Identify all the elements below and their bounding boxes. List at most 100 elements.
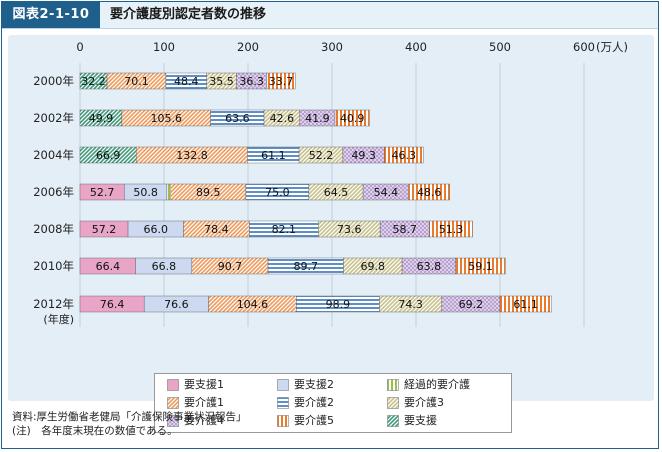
data-label: 61.1 [513, 298, 538, 311]
data-label: 49.3 [351, 149, 376, 162]
legend-label: 要支援2 [294, 378, 334, 391]
data-label: 78.4 [204, 223, 229, 236]
legend-label: 要介護4 [184, 414, 224, 427]
data-label: 69.2 [459, 298, 484, 311]
legend-item: 要介護5 [277, 413, 334, 429]
data-label: 36.3 [239, 75, 264, 88]
legend-swatch [277, 415, 289, 427]
data-label: 54.4 [374, 186, 399, 199]
data-label: 66.0 [144, 223, 169, 236]
data-label: 41.9 [305, 112, 330, 125]
data-label: 105.6 [151, 112, 183, 125]
legend-item: 要支援2 [277, 377, 334, 393]
data-label: 48.4 [174, 75, 199, 88]
legend-swatch [167, 415, 179, 427]
category-label: 2012年 [33, 297, 74, 311]
legend-item: 要介護3 [387, 395, 444, 411]
data-label: 57.2 [92, 223, 117, 236]
data-label: 70.1 [124, 75, 149, 88]
data-label: 52.7 [90, 186, 115, 199]
x-tick-label: 400 [405, 40, 427, 54]
data-label: 63.6 [225, 112, 250, 125]
legend-swatch [277, 379, 289, 391]
data-label: 73.6 [337, 223, 362, 236]
data-label: 89.7 [294, 260, 319, 273]
legend-label: 要介護2 [294, 396, 334, 409]
data-label: 66.4 [96, 260, 121, 273]
legend-swatch [277, 397, 289, 409]
figure-notes: 資料:厚生労働省老健局「介護保険事業状況報告」 (注) 各年度末現在の数値である… [12, 410, 247, 438]
data-label: 66.9 [96, 149, 121, 162]
legend-item: 要介護1 [167, 395, 224, 411]
legend-item: 経過的要介護 [387, 377, 470, 393]
legend-swatch [167, 397, 179, 409]
category-label: 2008年 [33, 222, 74, 236]
x-tick-label: 200 [237, 40, 259, 54]
category-label: 2000年 [33, 74, 74, 88]
legend-label: 要支援 [404, 414, 437, 427]
legend-swatch [387, 415, 399, 427]
bar-segment [408, 183, 450, 201]
legend-item: 要介護2 [277, 395, 334, 411]
data-label: 49.9 [89, 112, 114, 125]
year-axis-suffix: (年度) [43, 312, 74, 326]
legend-label: 要介護1 [184, 396, 224, 409]
data-label: 51.3 [439, 223, 464, 236]
data-label: 89.5 [196, 186, 221, 199]
figure-title: 要介護度別認定者数の推移 [110, 7, 267, 22]
chart-panel: 0 100 200 300 400 500 600 (万人) 2000年 32.2 70.1 48.4… [8, 35, 654, 433]
legend-label: 要介護3 [404, 396, 444, 409]
data-label: 46.3 [392, 149, 417, 162]
bar-segment [384, 146, 424, 164]
x-tick-label: 500 [489, 40, 511, 54]
chart-legend: 要支援1 要支援2 経過的要介護要介護1 要介護2 要介護3 要介護4 要介護5 要支援 [154, 373, 512, 433]
bar-segment [499, 295, 552, 313]
legend-swatch [167, 379, 179, 391]
data-label: 50.8 [133, 186, 158, 199]
figure-label: 図表2-1-10 [2, 2, 100, 28]
bar-segment [455, 257, 506, 275]
bar-segment [429, 220, 473, 238]
data-label: 66.8 [152, 260, 177, 273]
data-label: 59.1 [468, 260, 493, 273]
x-tick-label: 300 [321, 40, 343, 54]
bar-segment [334, 109, 370, 127]
source-note: 資料:厚生労働省老健局「介護保険事業状況報告」 [12, 411, 247, 423]
legend-item: 要介護4 [167, 413, 224, 429]
data-label: 52.2 [309, 149, 334, 162]
bar-segment [166, 183, 171, 201]
data-label: 90.7 [218, 260, 243, 273]
stacked-bar-chart: 0 100 200 300 400 500 600 (万人) 2000年 32.2 70.1 48.4… [33, 40, 628, 327]
data-label: 61.1 [261, 149, 286, 162]
legend-item: 要支援1 [167, 377, 224, 393]
data-label: 69.8 [360, 260, 385, 273]
data-label: 63.8 [417, 260, 442, 273]
data-label: 104.6 [237, 298, 269, 311]
data-label: 76.4 [100, 298, 125, 311]
category-label: 2010年 [33, 259, 74, 273]
data-label: 32.2 [81, 75, 106, 88]
data-label: 82.1 [272, 223, 297, 236]
category-label: 2004年 [33, 148, 74, 162]
data-label: 42.6 [270, 112, 295, 125]
legend-swatch [387, 379, 399, 391]
data-label: 64.5 [324, 186, 349, 199]
data-label: 48.6 [417, 186, 442, 199]
data-label: 33.7 [269, 75, 294, 88]
category-label: 2002年 [33, 111, 74, 125]
x-tick-label: 100 [153, 40, 175, 54]
data-label: 98.9 [326, 298, 351, 311]
data-label: 75.0 [265, 186, 290, 199]
data-label: 40.9 [340, 112, 365, 125]
data-label: 35.5 [209, 75, 234, 88]
bar-segment [266, 72, 296, 90]
legend-label: 経過的要介護 [404, 378, 470, 391]
legend-item: 要支援 [387, 413, 437, 429]
x-tick-label: 0 [76, 40, 83, 54]
x-tick-label: 600 [573, 40, 595, 54]
data-label: 74.3 [398, 298, 423, 311]
legend-label: 要支援1 [184, 378, 224, 391]
unit-label: (万人) [596, 40, 628, 54]
category-label: 2006年 [33, 185, 74, 199]
